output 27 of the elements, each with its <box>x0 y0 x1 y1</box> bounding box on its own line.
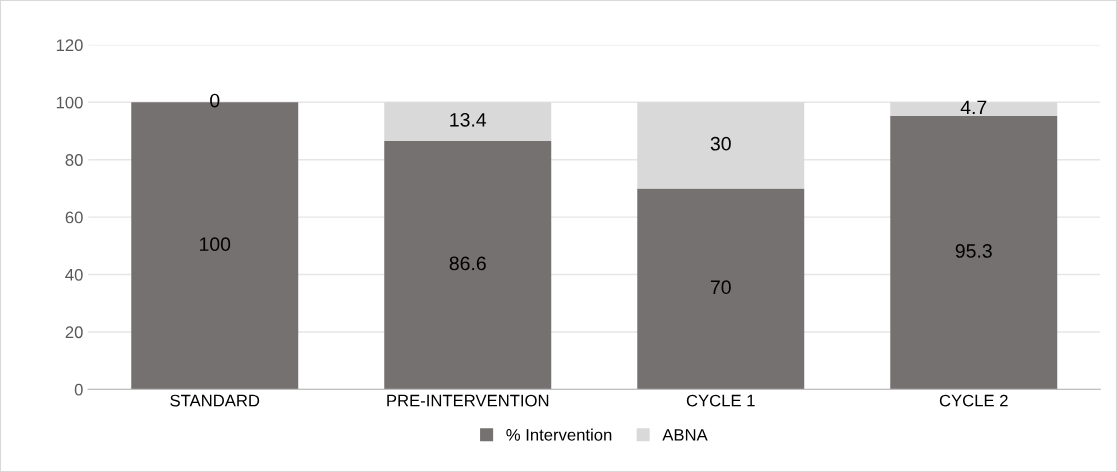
bar <box>890 115 1058 390</box>
x-tick-label: CYCLE 2 <box>939 394 1008 407</box>
y-tick-label: 40 <box>65 268 83 281</box>
data-label: 0 <box>210 93 220 108</box>
data-label: 4.7 <box>960 100 987 115</box>
y-tick-label: 60 <box>65 211 83 224</box>
data-label: 30 <box>710 136 731 151</box>
y-tick-label: 120 <box>56 39 83 52</box>
data-label: 100 <box>200 237 231 252</box>
legend-label: % Intervention <box>506 428 612 441</box>
x-tick-label: STANDARD <box>170 394 260 407</box>
bar <box>384 102 552 141</box>
bar <box>890 102 1058 116</box>
bar <box>384 140 552 390</box>
data-label: 95.3 <box>955 244 992 258</box>
x-tick-label: CYCLE 1 <box>686 394 755 407</box>
legend-label: ABNA <box>662 429 708 441</box>
data-label: 70 <box>710 280 731 295</box>
data-label: 86.6 <box>449 256 486 271</box>
x-tick-label: PRE-INTERVENTION <box>387 394 549 407</box>
data-label: 13.4 <box>450 112 487 127</box>
y-tick-label: 0 <box>74 383 83 396</box>
y-tick-label: 100 <box>56 96 83 109</box>
y-tick-label: 20 <box>65 326 83 339</box>
bar <box>637 102 805 189</box>
bar <box>637 188 805 390</box>
y-tick-label: 80 <box>65 154 83 166</box>
